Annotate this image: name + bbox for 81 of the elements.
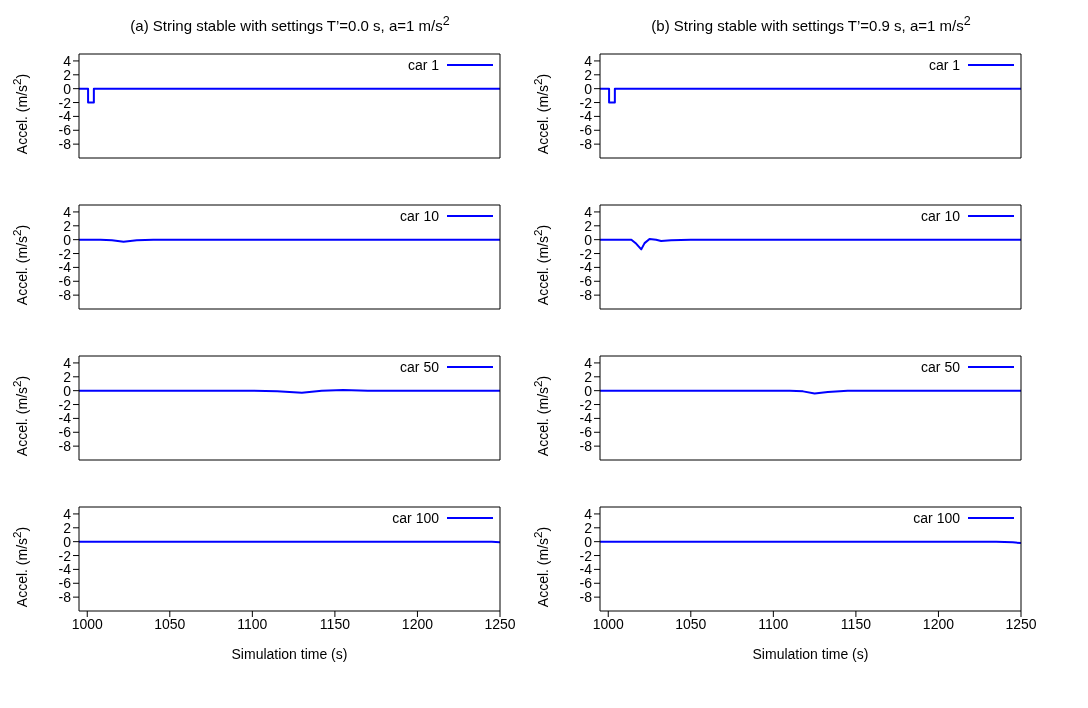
chart-title: (b) String stable with settings T’=0.9 s, a=1 m/s$^{2}$ (650, 14, 972, 34)
y-tick-label: 0 (63, 231, 72, 248)
y-tick-label: 0 (63, 382, 72, 399)
y-tick-label: -4 (58, 561, 72, 578)
y-tick-label: -6 (58, 122, 72, 139)
x-tick-label: 1150 (840, 615, 872, 632)
y-tick-label: 0 (584, 231, 593, 248)
y-tick-label: -6 (58, 575, 72, 592)
legend-label: car 10 (921, 208, 960, 224)
x-tick-label: 1200 (401, 615, 434, 632)
chart-title: (a) String stable with settings T’=0.0 s, a=1 m/s$^{2}$ (129, 14, 451, 34)
y-tick-label: 2 (584, 368, 593, 385)
y-tick-label: -8 (579, 438, 593, 455)
x-tick-label: 1250 (1005, 615, 1037, 632)
y-tick-label: 4 (63, 203, 72, 220)
y-tick-label: 2 (584, 66, 593, 83)
y-tick-label: -8 (58, 136, 72, 153)
y-tick-label: -8 (579, 589, 593, 606)
y-tick-label: -4 (579, 108, 593, 125)
y-tick-label: -2 (58, 547, 72, 564)
legend-label: car 1 (928, 57, 960, 73)
x-tick-label: 1050 (154, 615, 186, 632)
y-tick-label: -4 (58, 259, 72, 276)
x-axis-title: Simulation time (s) (752, 646, 869, 662)
y-tick-label: 4 (584, 203, 593, 220)
y-tick-label: -6 (579, 424, 593, 441)
x-axis-title: Simulation time (s) (231, 646, 348, 662)
y-tick-label: -2 (579, 245, 593, 262)
y-tick-label: -8 (579, 287, 593, 304)
legend-label: car 50 (921, 359, 960, 375)
x-tick-label: 1100 (237, 615, 268, 632)
y-tick-label: 2 (63, 66, 72, 83)
y-tick-label: 4 (63, 354, 72, 371)
y-tick-label: -4 (579, 561, 593, 578)
y-tick-label: 4 (584, 354, 593, 371)
y-tick-label: 2 (63, 217, 72, 234)
legend-label: car 100 (913, 510, 960, 526)
y-tick-label: -2 (58, 245, 72, 262)
legend-label: car 1 (407, 57, 439, 73)
y-tick-label: 4 (63, 505, 72, 522)
y-tick-label: 0 (584, 80, 593, 97)
y-tick-label: 2 (63, 368, 72, 385)
x-tick-label: 1000 (592, 615, 625, 632)
y-tick-label: 0 (584, 382, 593, 399)
y-tick-label: 2 (63, 519, 72, 536)
y-tick-label: -4 (579, 410, 593, 427)
y-tick-label: 2 (584, 217, 593, 234)
y-tick-label: -8 (58, 287, 72, 304)
legend-label: car 50 (400, 359, 439, 375)
x-tick-label: 1150 (319, 615, 351, 632)
y-tick-label: 0 (63, 80, 72, 97)
y-tick-label: -2 (579, 94, 593, 111)
y-tick-label: -6 (58, 273, 72, 290)
y-tick-label: -2 (579, 396, 593, 413)
y-tick-label: -6 (579, 273, 593, 290)
y-tick-label: 4 (584, 52, 593, 69)
y-tick-label: 0 (63, 533, 72, 550)
y-tick-label: -8 (579, 136, 593, 153)
x-tick-label: 1200 (922, 615, 955, 632)
y-tick-label: -4 (579, 259, 593, 276)
y-tick-label: -2 (579, 547, 593, 564)
y-tick-label: 0 (584, 533, 593, 550)
y-tick-label: -4 (58, 108, 72, 125)
x-tick-label: 1250 (484, 615, 516, 632)
y-tick-label: -6 (58, 424, 72, 441)
y-tick-label: 2 (584, 519, 593, 536)
x-tick-label: 1100 (758, 615, 789, 632)
y-tick-label: 4 (63, 52, 72, 69)
y-tick-label: -6 (579, 122, 593, 139)
y-tick-label: -6 (579, 575, 593, 592)
x-tick-label: 1000 (71, 615, 104, 632)
y-tick-label: -8 (58, 438, 72, 455)
y-tick-label: -2 (58, 396, 72, 413)
legend-label: car 100 (392, 510, 439, 526)
y-tick-label: -4 (58, 410, 72, 427)
y-tick-label: -2 (58, 94, 72, 111)
x-tick-label: 1050 (675, 615, 707, 632)
y-tick-label: 4 (584, 505, 593, 522)
y-tick-label: -8 (58, 589, 72, 606)
line-series (600, 237, 1021, 251)
legend-label: car 10 (400, 208, 439, 224)
